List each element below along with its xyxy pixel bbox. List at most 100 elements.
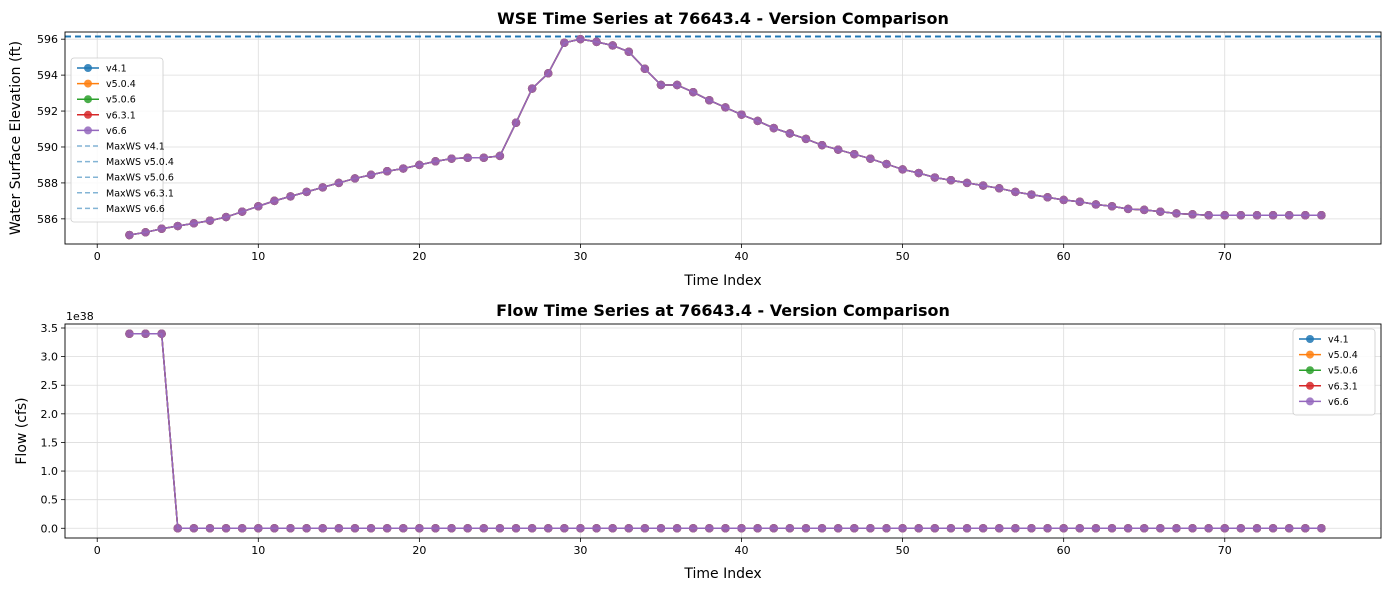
data-point: [479, 153, 489, 162]
data-point: [334, 178, 344, 188]
data-point: [350, 524, 360, 533]
data-point: [1301, 524, 1310, 533]
x-tick-label: 40: [735, 544, 749, 557]
data-point: [962, 178, 972, 188]
data-point: [995, 524, 1004, 533]
x-tick-label: 10: [251, 250, 265, 263]
data-point: [592, 37, 601, 47]
data-point: [576, 34, 585, 44]
legend-label: v5.0.4: [106, 79, 136, 90]
y-tick-label: 0.5: [41, 494, 59, 507]
legend-marker: [84, 126, 92, 135]
data-point: [769, 524, 778, 533]
data-point: [560, 524, 569, 533]
series-v5-0-4: [125, 329, 1326, 533]
data-point: [544, 69, 553, 78]
data-point: [1011, 524, 1020, 533]
x-tick-label: 30: [573, 250, 587, 263]
data-point: [930, 173, 940, 182]
data-point: [914, 168, 923, 178]
y-axis-offset-label: 1e38: [66, 310, 94, 323]
data-point: [1188, 524, 1197, 533]
data-point: [785, 129, 795, 138]
legend-label: v4.1: [106, 64, 127, 75]
data-point: [415, 524, 424, 533]
data-point: [125, 230, 134, 240]
data-point: [1188, 210, 1197, 219]
data-point: [753, 116, 762, 126]
x-tick-label: 60: [1057, 544, 1071, 557]
x-tick-label: 0: [94, 544, 101, 557]
data-point: [1140, 524, 1149, 533]
data-point: [1059, 524, 1068, 533]
data-point: [318, 183, 327, 192]
data-point: [1204, 211, 1213, 220]
data-point: [769, 123, 778, 133]
data-point: [721, 524, 730, 533]
legend-marker: [84, 79, 92, 88]
data-point: [1156, 524, 1165, 533]
data-point: [930, 524, 940, 533]
data-point: [640, 524, 650, 533]
legend-label: v6.3.1: [1328, 381, 1358, 392]
y-tick-label: 1.5: [41, 436, 59, 449]
x-tick-label: 0: [94, 250, 101, 263]
legend-marker: [84, 95, 92, 104]
data-point: [141, 228, 150, 237]
y-tick-label: 3.0: [41, 351, 59, 364]
data-point: [1317, 211, 1326, 220]
data-point: [1027, 190, 1036, 199]
grid: [65, 32, 1381, 244]
chart-title: WSE Time Series at 76643.4 - Version Com…: [497, 9, 949, 28]
data-point: [447, 154, 456, 163]
data-point: [511, 524, 521, 533]
data-point: [850, 524, 859, 533]
data-point: [1284, 524, 1294, 533]
legend-label: v6.6: [1328, 397, 1349, 408]
y-tick-label: 588: [37, 177, 58, 190]
data-point: [1268, 524, 1278, 533]
data-point: [1043, 524, 1052, 533]
series-v6-6: [125, 34, 1326, 240]
y-axis-label: Water Surface Elevation (ft): [8, 41, 24, 235]
data-point: [221, 524, 231, 533]
data-point: [173, 221, 182, 231]
x-tick-label: 50: [896, 250, 910, 263]
data-point: [1075, 524, 1084, 533]
data-point: [286, 192, 295, 201]
x-tick-label: 70: [1218, 544, 1232, 557]
data-point: [463, 524, 472, 533]
data-point: [1252, 211, 1262, 220]
data-point: [205, 216, 215, 225]
data-point: [302, 187, 311, 197]
x-tick-label: 20: [412, 544, 426, 557]
series-v6-3-1: [125, 329, 1326, 533]
legend-label: MaxWS v5.0.4: [106, 157, 174, 168]
y-tick-label: 2.0: [41, 408, 59, 421]
legend-box: [1292, 328, 1376, 416]
data-point: [527, 524, 537, 533]
data-point: [527, 84, 537, 93]
data-point: [302, 524, 311, 533]
x-tick-label: 70: [1218, 250, 1232, 263]
legend: v4.1 v5.0.4 v5.0.6 v6.3.1 v6.6 MaxWS v4.1 MaxW…: [70, 57, 174, 223]
series-line: [129, 38, 1322, 236]
data-point: [447, 524, 456, 533]
data-point: [157, 329, 166, 338]
data-point: [1317, 524, 1326, 533]
grid: [65, 324, 1381, 538]
legend-label: MaxWS v6.3.1: [106, 188, 174, 199]
x-tick-label: 20: [412, 250, 426, 263]
data-point: [1172, 524, 1181, 533]
data-point: [1236, 211, 1246, 220]
data-point: [125, 329, 134, 338]
data-point: [1027, 524, 1036, 533]
data-point: [946, 176, 956, 185]
data-point: [479, 524, 489, 533]
legend-label: v6.6: [106, 126, 127, 137]
y-tick-label: 3.5: [41, 322, 59, 335]
series-line: [129, 332, 1322, 530]
data-point: [624, 47, 633, 56]
data-point: [576, 524, 585, 533]
data-point: [882, 524, 891, 533]
